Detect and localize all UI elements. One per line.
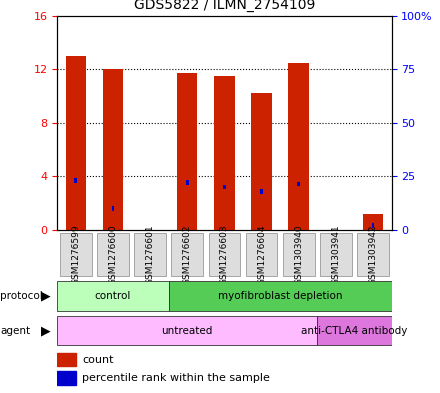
Text: control: control (95, 291, 131, 301)
Bar (260, 189, 263, 194)
Bar (169, 281, 392, 311)
Text: GSM1276602: GSM1276602 (183, 224, 192, 285)
Bar (57, 371, 76, 385)
Bar (57, 281, 169, 311)
FancyBboxPatch shape (283, 233, 315, 276)
Bar (372, 223, 374, 228)
Text: GSM1303940: GSM1303940 (294, 224, 303, 285)
Text: protocol: protocol (0, 291, 43, 301)
Bar (317, 316, 392, 345)
Bar (177, 73, 198, 230)
Bar (66, 56, 86, 230)
Text: agent: agent (0, 325, 30, 336)
FancyBboxPatch shape (60, 233, 92, 276)
Bar (186, 180, 189, 185)
FancyBboxPatch shape (357, 233, 389, 276)
Text: percentile rank within the sample: percentile rank within the sample (82, 373, 270, 384)
Text: GSM1303942: GSM1303942 (369, 224, 378, 285)
FancyBboxPatch shape (246, 233, 277, 276)
FancyBboxPatch shape (134, 233, 166, 276)
Text: ▶: ▶ (41, 324, 51, 337)
Bar (57, 316, 317, 345)
Text: untreated: untreated (161, 325, 213, 336)
Text: GSM1276601: GSM1276601 (146, 224, 154, 285)
Bar (297, 182, 300, 186)
Text: GSM1303941: GSM1303941 (331, 224, 341, 285)
Text: GSM1276603: GSM1276603 (220, 224, 229, 285)
Bar (214, 76, 235, 230)
Title: GDS5822 / ILMN_2754109: GDS5822 / ILMN_2754109 (134, 0, 315, 12)
Text: myofibroblast depletion: myofibroblast depletion (218, 291, 342, 301)
Bar (223, 185, 226, 189)
FancyBboxPatch shape (172, 233, 203, 276)
Bar (103, 69, 123, 230)
Text: count: count (82, 354, 114, 365)
Text: GSM1276599: GSM1276599 (71, 224, 80, 285)
Text: ▶: ▶ (41, 290, 51, 303)
Bar (289, 62, 309, 230)
Text: GSM1276604: GSM1276604 (257, 224, 266, 285)
FancyBboxPatch shape (97, 233, 129, 276)
Bar (57, 353, 76, 366)
FancyBboxPatch shape (320, 233, 352, 276)
Bar (251, 94, 272, 230)
Text: GSM1276600: GSM1276600 (108, 224, 117, 285)
Bar (112, 206, 114, 211)
Text: anti-CTLA4 antibody: anti-CTLA4 antibody (301, 325, 407, 336)
Bar (74, 178, 77, 183)
Bar (363, 214, 383, 230)
FancyBboxPatch shape (209, 233, 240, 276)
